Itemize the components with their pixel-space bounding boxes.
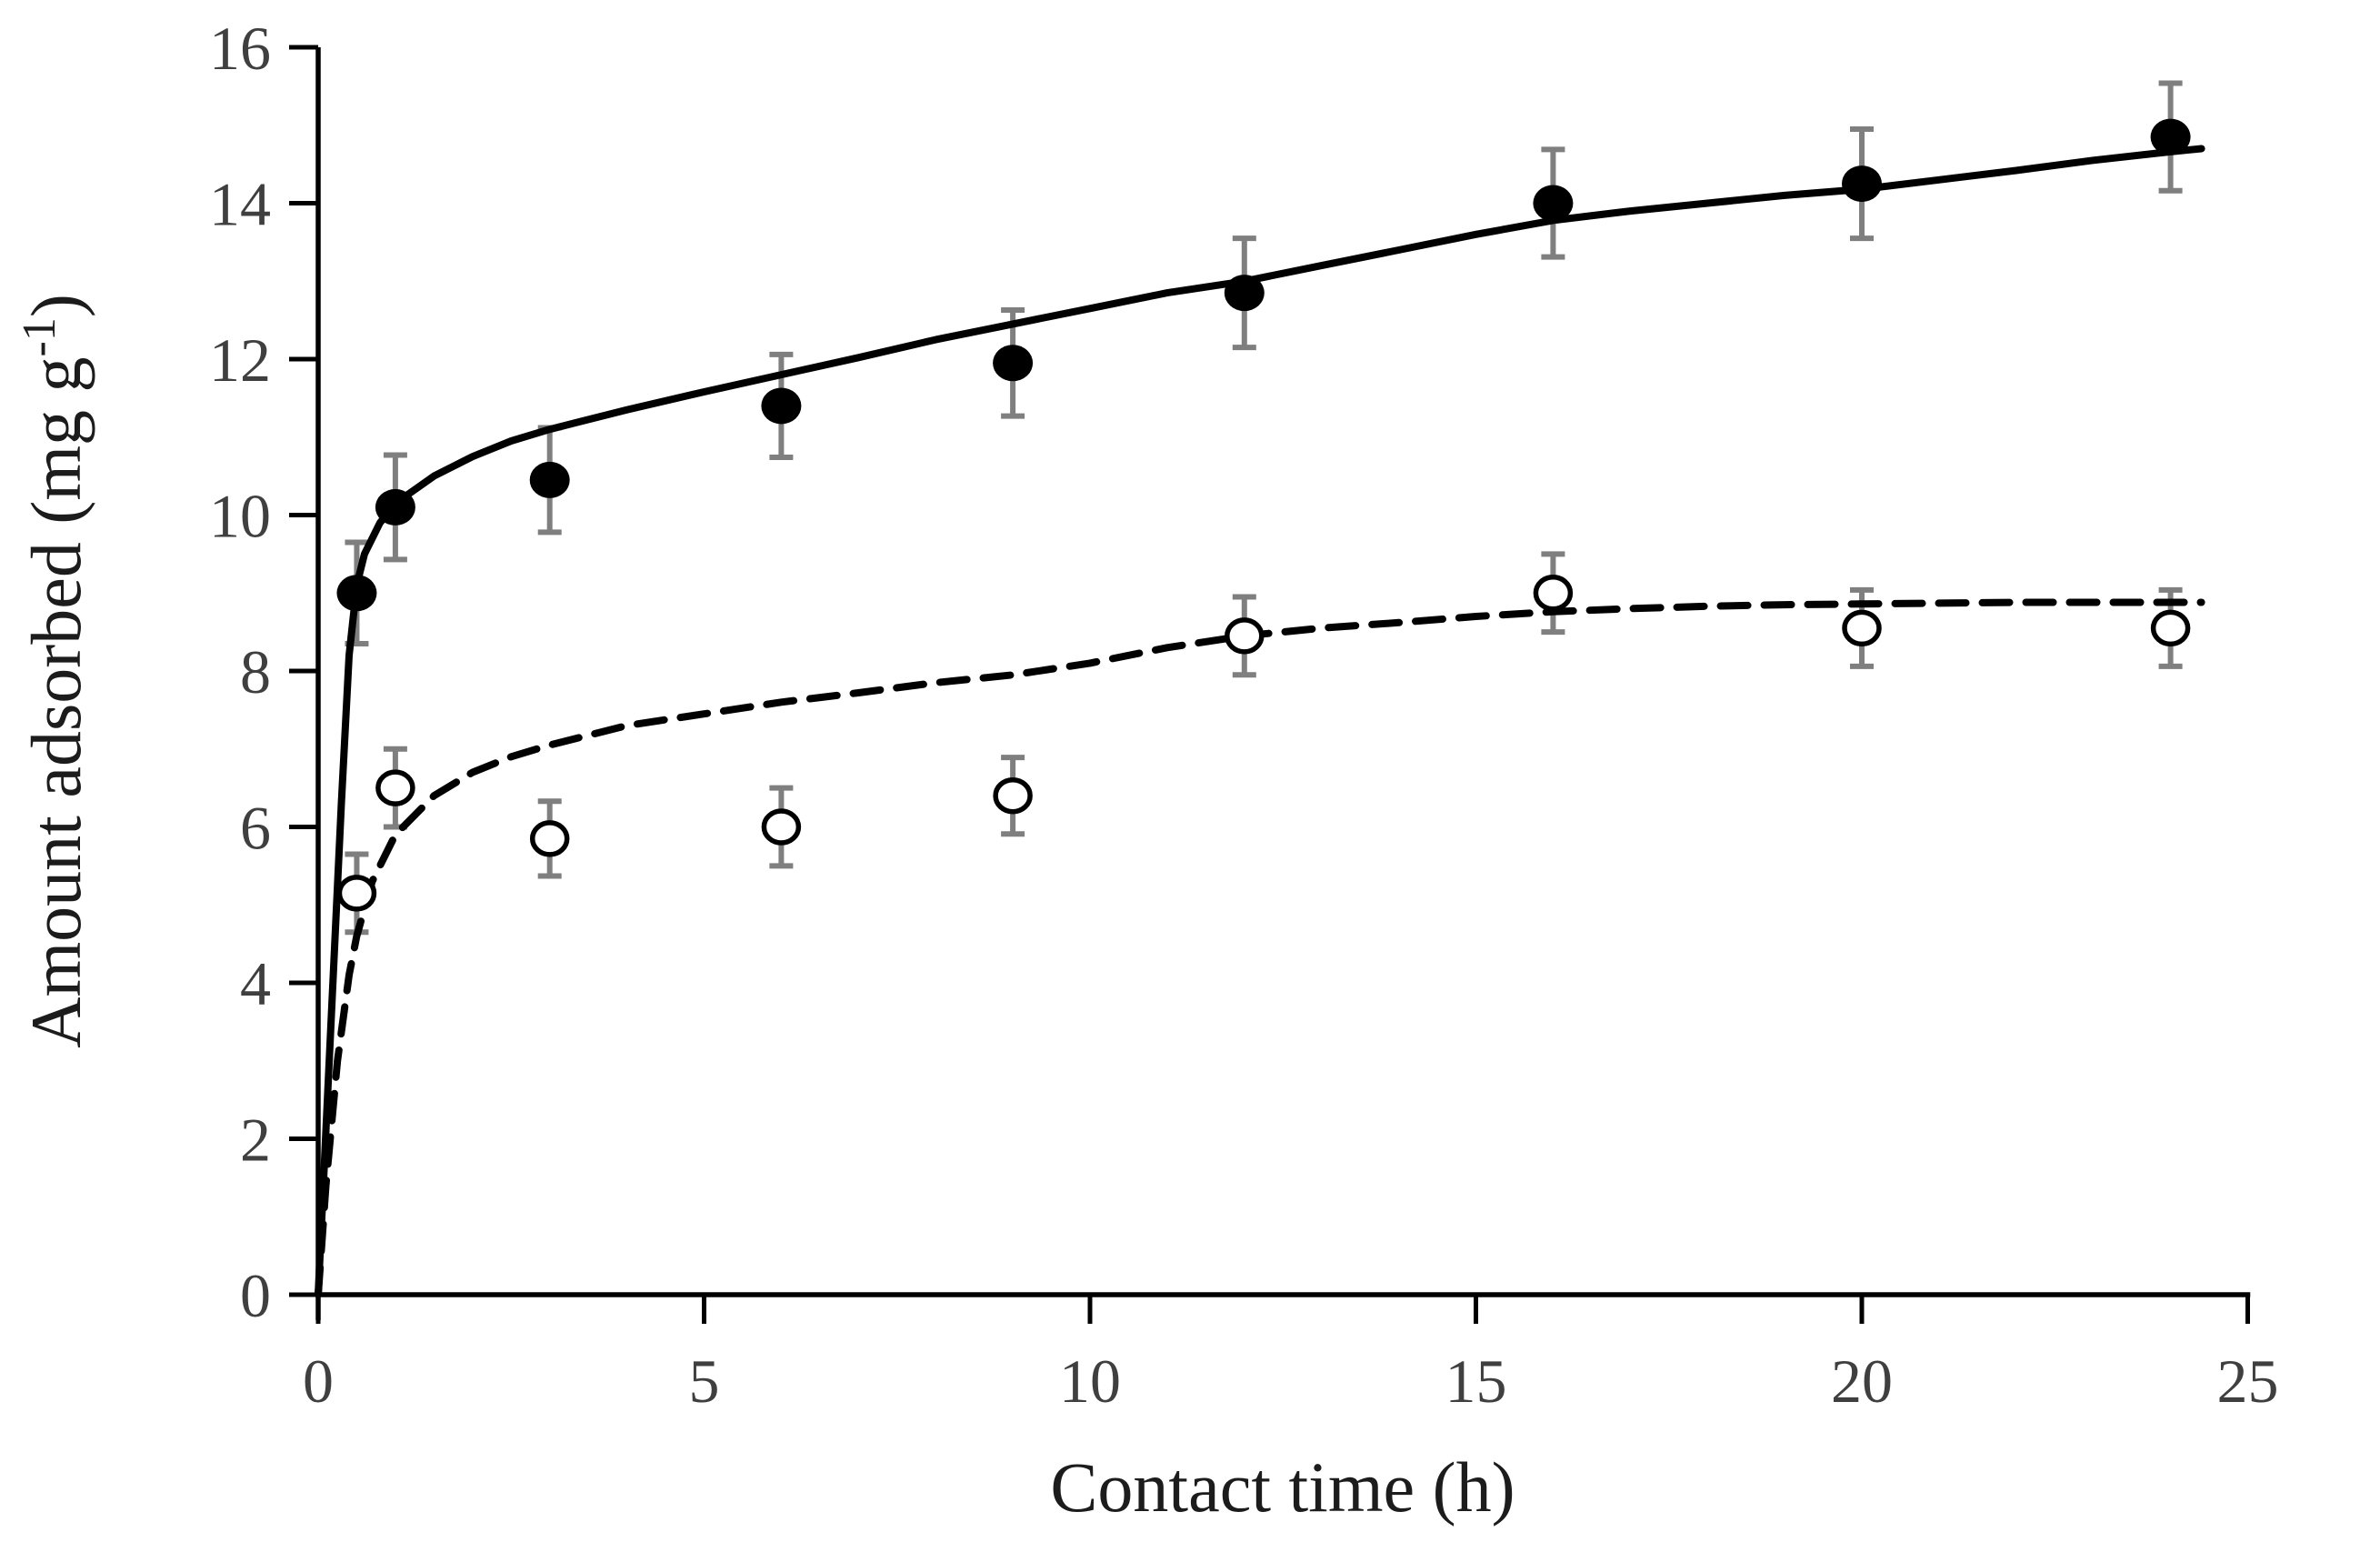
filled-circle-marker — [761, 387, 802, 425]
y-tick-label: 0 — [240, 1261, 271, 1330]
x-axis-title: Contact time (h) — [1050, 1447, 1515, 1527]
filled-circle-marker — [2150, 118, 2191, 155]
y-tick-label: 2 — [240, 1106, 271, 1175]
y-tick-label: 6 — [240, 794, 271, 863]
open-circle-marker — [761, 808, 802, 846]
open-circle-marker — [1533, 575, 1574, 612]
axes-layer: 0 2 4 6 8 10 12 14 16 0 5 10 15 20 25 — [209, 14, 2279, 1416]
x-tick-label: 20 — [1831, 1347, 1893, 1416]
dashed-fit-curve — [315, 598, 2205, 1298]
solid-fit-curve — [315, 145, 2205, 1298]
filled-circle-marker — [993, 345, 1034, 382]
filled-circle-marker — [1224, 275, 1265, 312]
filled-circle-marker — [1533, 185, 1574, 222]
open-circle-marker — [336, 875, 377, 912]
data-layer — [315, 80, 2205, 1298]
x-tick-label: 10 — [1059, 1347, 1121, 1416]
y-tick-label: 14 — [209, 170, 271, 239]
open-circle-marker — [1842, 609, 1882, 647]
y-tick-label: 4 — [240, 949, 271, 1018]
y-tick-label: 12 — [209, 325, 271, 395]
x-tick-label: 15 — [1445, 1347, 1507, 1416]
y-tick-label: 10 — [209, 482, 271, 551]
filled-circle-marker — [375, 488, 415, 526]
filled-circle-marker — [1842, 165, 1882, 203]
open-circle-marker — [529, 820, 570, 857]
filled-circle-marker — [336, 575, 377, 612]
x-tick-label: 0 — [303, 1347, 334, 1416]
y-axis-title: Amount adsorbed (mg g-1) — [14, 294, 95, 1048]
open-circle-marker — [1225, 617, 1265, 655]
open-circle-marker — [375, 769, 415, 806]
open-circle-marker — [993, 776, 1033, 815]
filled-circle-marker — [529, 461, 570, 498]
x-tick-label: 5 — [689, 1347, 720, 1416]
y-tick-label: 8 — [240, 637, 271, 706]
y-tick-label: 16 — [209, 14, 271, 83]
open-circle-marker — [2150, 609, 2191, 647]
x-tick-label: 25 — [2217, 1347, 2279, 1416]
